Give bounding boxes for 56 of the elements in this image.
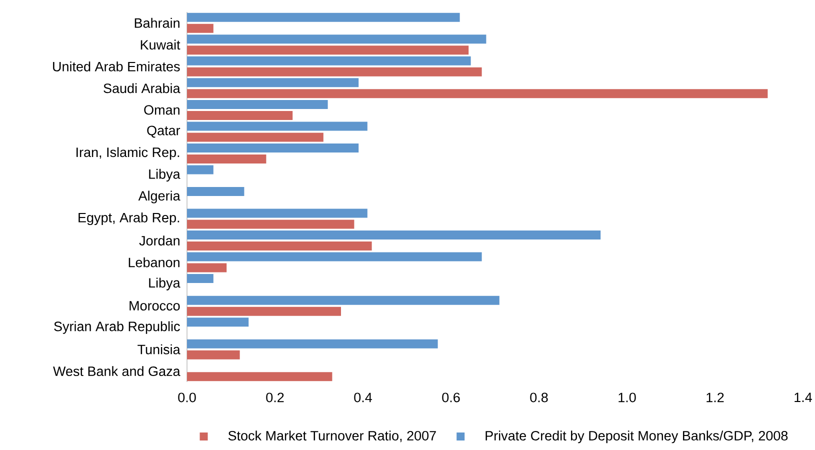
bar: [187, 350, 240, 360]
legend-label: Private Credit by Deposit Money Banks/GDP, 2008: [486, 430, 788, 444]
bar: [187, 154, 266, 164]
bar: [187, 100, 328, 109]
x-tick-label: 0.0: [178, 392, 196, 402]
bar: [187, 263, 227, 272]
legend-label: Stock Market Turnover Ratio, 2007: [228, 430, 436, 442]
y-tick-label: United Arab Emirates: [53, 61, 180, 72]
bar: [187, 132, 324, 142]
bar: [187, 252, 482, 262]
bar: [187, 110, 293, 120]
bar: [187, 143, 359, 152]
y-tick-label: Saudi Arabia: [104, 83, 180, 94]
bar: [187, 186, 244, 196]
bar: [187, 306, 341, 316]
x-tick-label: 1.0: [618, 392, 636, 402]
bar: [187, 208, 368, 218]
x-tick-label: 0.4: [354, 392, 372, 402]
y-tick-label: Libya: [149, 278, 180, 290]
bar: [187, 230, 601, 240]
y-tick-label: Iran, Islamic Rep.: [76, 147, 180, 160]
bar: [187, 122, 368, 131]
bar: [187, 318, 249, 327]
y-tick-label: Oman: [144, 105, 180, 115]
y-tick-label: Algeria: [138, 190, 180, 204]
bar: [187, 274, 214, 284]
bar: [187, 34, 486, 44]
x-tick-label: 0.2: [266, 392, 284, 402]
y-tick-label: Qatar: [147, 126, 180, 138]
x-tick-label: 1.4: [794, 392, 812, 402]
x-tick-label: 1.2: [706, 392, 724, 402]
x-tick-label: 0.8: [530, 392, 548, 402]
y-tick-label: Tunisia: [138, 344, 180, 354]
y-tick-label: Lebanon: [128, 257, 180, 268]
y-tick-label: Egypt, Arab Rep.: [78, 212, 180, 226]
bar: [187, 12, 460, 22]
y-tick-label: Jordan: [139, 236, 180, 246]
bar: [187, 24, 214, 33]
y-tick-label: West Bank and Gaza: [53, 366, 180, 376]
y-tick-label: Morocco: [130, 301, 180, 311]
y-tick-label: Syrian Arab Republic: [54, 321, 180, 334]
bar: [187, 89, 768, 98]
bar: [187, 165, 214, 174]
bar: [187, 339, 438, 348]
bar: [187, 67, 482, 76]
bar: [187, 372, 332, 382]
bar: [187, 242, 372, 251]
bar: [187, 220, 354, 229]
bar: [187, 56, 471, 66]
y-tick-label: Libya: [149, 168, 180, 182]
x-tick-label: 0.6: [442, 392, 460, 402]
bar: [187, 78, 359, 88]
y-tick-label: Kuwait: [140, 40, 180, 50]
bar: [187, 296, 500, 305]
y-tick-label: Bahrain: [134, 18, 180, 28]
bar: [187, 46, 469, 55]
